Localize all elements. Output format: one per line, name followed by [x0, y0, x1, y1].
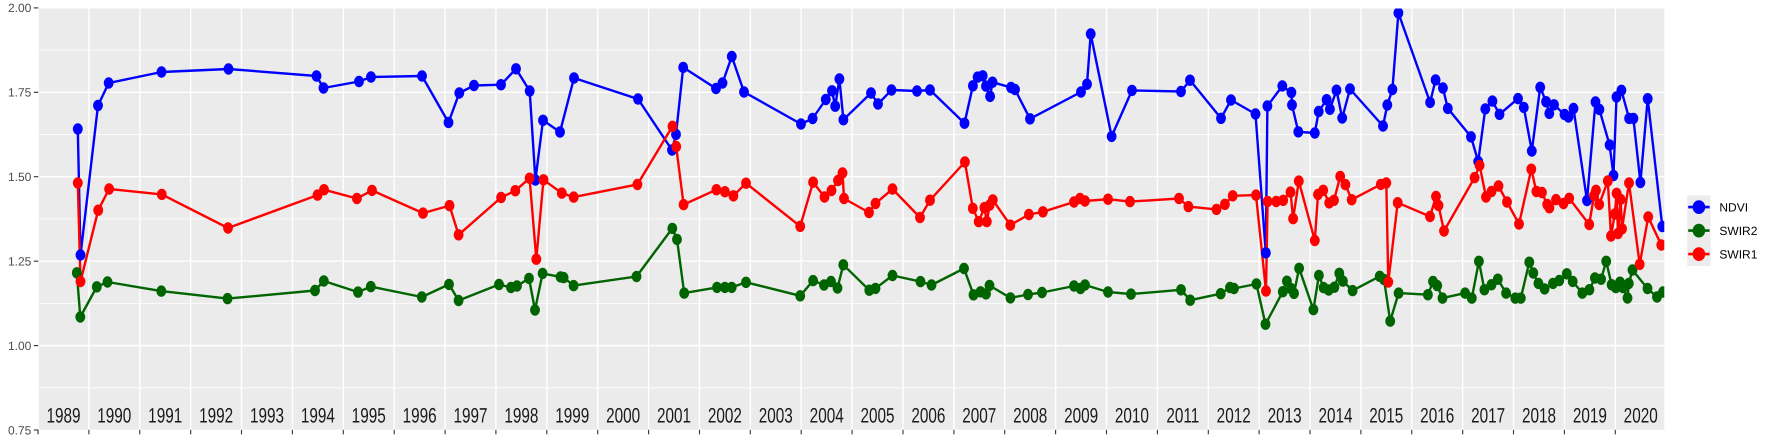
- svg-text:2001: 2001: [657, 405, 691, 428]
- svg-text:2004: 2004: [810, 405, 845, 428]
- svg-text:2017: 2017: [1471, 405, 1505, 428]
- svg-text:2012: 2012: [1217, 405, 1251, 428]
- svg-text:SWIR1: SWIR1: [1719, 247, 1757, 261]
- svg-text:1990: 1990: [97, 405, 131, 428]
- svg-text:1992: 1992: [199, 405, 233, 428]
- svg-text:2009: 2009: [1064, 405, 1098, 428]
- svg-text:1.75: 1.75: [8, 86, 32, 100]
- svg-text:1989: 1989: [46, 405, 80, 428]
- svg-text:2008: 2008: [1013, 405, 1047, 428]
- svg-text:2014: 2014: [1318, 405, 1353, 428]
- svg-text:NDVI: NDVI: [1719, 200, 1748, 214]
- svg-text:2015: 2015: [1369, 405, 1403, 428]
- svg-text:2002: 2002: [708, 405, 742, 428]
- svg-text:1.00: 1.00: [8, 339, 32, 353]
- svg-text:2010: 2010: [1115, 405, 1149, 428]
- svg-text:2020: 2020: [1624, 405, 1658, 428]
- svg-text:1994: 1994: [301, 405, 336, 428]
- svg-text:0.75: 0.75: [8, 423, 32, 437]
- svg-text:2006: 2006: [911, 405, 945, 428]
- svg-text:2003: 2003: [759, 405, 793, 428]
- svg-text:1998: 1998: [504, 405, 538, 428]
- svg-text:2013: 2013: [1268, 405, 1302, 428]
- svg-text:2011: 2011: [1166, 405, 1199, 428]
- svg-text:1993: 1993: [250, 405, 284, 428]
- svg-text:2016: 2016: [1420, 405, 1454, 428]
- svg-text:2007: 2007: [962, 405, 996, 428]
- svg-text:2005: 2005: [860, 405, 894, 428]
- svg-text:2000: 2000: [606, 405, 640, 428]
- svg-text:1997: 1997: [453, 405, 487, 428]
- svg-text:1.25: 1.25: [8, 255, 32, 269]
- svg-text:2019: 2019: [1573, 405, 1607, 428]
- svg-text:1995: 1995: [352, 405, 386, 428]
- svg-text:2.00: 2.00: [8, 1, 32, 15]
- svg-text:1999: 1999: [555, 405, 589, 428]
- svg-text:1.50: 1.50: [8, 170, 32, 184]
- svg-text:1991: 1991: [148, 405, 182, 428]
- svg-text:1996: 1996: [403, 405, 437, 428]
- svg-text:2018: 2018: [1522, 405, 1556, 428]
- svg-text:SWIR2: SWIR2: [1719, 224, 1757, 238]
